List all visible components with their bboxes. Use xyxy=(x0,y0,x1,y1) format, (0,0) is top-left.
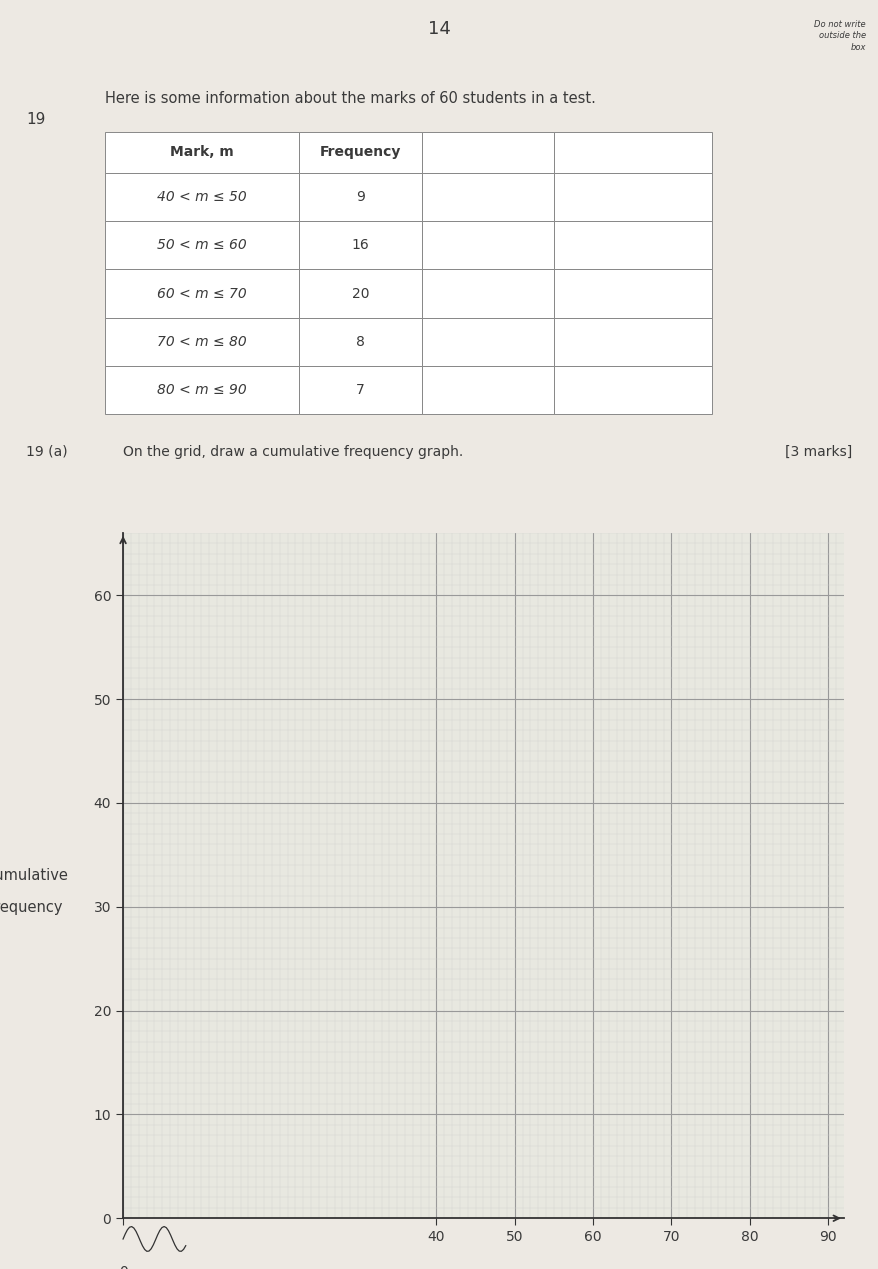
Bar xyxy=(553,365,711,414)
Bar xyxy=(299,269,421,317)
Bar xyxy=(105,221,299,269)
Bar xyxy=(421,221,553,269)
Text: 16: 16 xyxy=(351,239,369,253)
Text: Do not write
outside the
box: Do not write outside the box xyxy=(813,20,865,52)
Bar xyxy=(421,317,553,365)
Bar xyxy=(105,132,299,173)
Text: 70 < m ≤ 80: 70 < m ≤ 80 xyxy=(157,335,247,349)
Text: Cumulative: Cumulative xyxy=(0,868,68,883)
Text: 50 < m ≤ 60: 50 < m ≤ 60 xyxy=(157,239,247,253)
Bar xyxy=(299,221,421,269)
Text: [3 marks]: [3 marks] xyxy=(784,444,852,458)
Text: 8: 8 xyxy=(356,335,364,349)
Bar xyxy=(299,317,421,365)
Text: Here is some information about the marks of 60 students in a test.: Here is some information about the marks… xyxy=(105,91,595,107)
Bar xyxy=(299,132,421,173)
Text: 14: 14 xyxy=(428,20,450,38)
Bar xyxy=(105,317,299,365)
Bar xyxy=(553,132,711,173)
Bar xyxy=(553,173,711,221)
Text: 80 < m ≤ 90: 80 < m ≤ 90 xyxy=(157,383,247,397)
Text: 9: 9 xyxy=(356,190,364,204)
Bar xyxy=(105,365,299,414)
Text: 7: 7 xyxy=(356,383,364,397)
Bar xyxy=(299,173,421,221)
Bar xyxy=(421,269,553,317)
Text: frequency: frequency xyxy=(0,900,63,915)
Bar xyxy=(105,173,299,221)
Text: Mark, m: Mark, m xyxy=(170,146,234,160)
Bar xyxy=(421,173,553,221)
Bar xyxy=(553,269,711,317)
Text: 40 < m ≤ 50: 40 < m ≤ 50 xyxy=(157,190,247,204)
Text: 60 < m ≤ 70: 60 < m ≤ 70 xyxy=(157,287,247,301)
Bar xyxy=(421,132,553,173)
Bar xyxy=(421,365,553,414)
Text: 19: 19 xyxy=(26,112,46,127)
Text: Frequency: Frequency xyxy=(320,146,400,160)
Text: 0: 0 xyxy=(119,1265,127,1269)
Bar xyxy=(105,269,299,317)
Text: 19 (a): 19 (a) xyxy=(26,444,68,458)
Bar xyxy=(553,317,711,365)
Text: On the grid, draw a cumulative frequency graph.: On the grid, draw a cumulative frequency… xyxy=(123,444,463,458)
Text: 20: 20 xyxy=(351,287,369,301)
Bar xyxy=(553,221,711,269)
Bar xyxy=(299,365,421,414)
